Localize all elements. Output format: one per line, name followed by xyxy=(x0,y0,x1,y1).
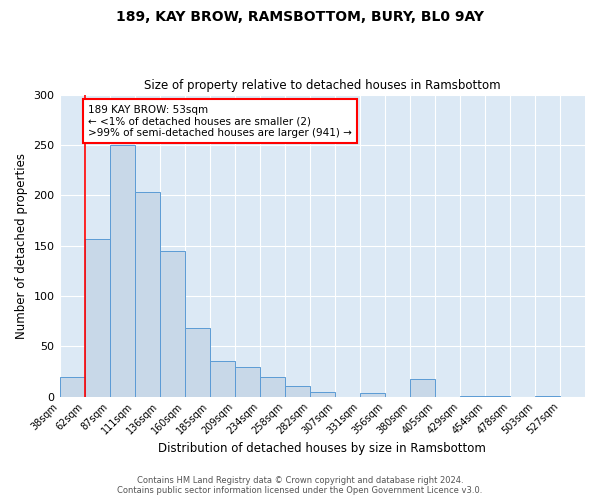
Bar xyxy=(59,378,85,396)
Bar xyxy=(110,145,134,397)
Text: Contains HM Land Registry data © Crown copyright and database right 2024.
Contai: Contains HM Land Registry data © Crown c… xyxy=(118,476,482,495)
Y-axis label: Number of detached properties: Number of detached properties xyxy=(15,152,28,338)
Bar xyxy=(285,386,310,396)
Bar xyxy=(134,192,160,396)
Text: 189, KAY BROW, RAMSBOTTOM, BURY, BL0 9AY: 189, KAY BROW, RAMSBOTTOM, BURY, BL0 9AY xyxy=(116,10,484,24)
Bar xyxy=(209,362,235,396)
Bar xyxy=(160,250,185,396)
Text: 189 KAY BROW: 53sqm
← <1% of detached houses are smaller (2)
>99% of semi-detach: 189 KAY BROW: 53sqm ← <1% of detached ho… xyxy=(88,104,352,138)
Bar xyxy=(360,392,385,396)
Bar xyxy=(410,380,435,396)
X-axis label: Distribution of detached houses by size in Ramsbottom: Distribution of detached houses by size … xyxy=(158,442,486,455)
Bar xyxy=(185,328,209,396)
Bar xyxy=(310,392,335,396)
Bar xyxy=(260,378,285,396)
Bar xyxy=(235,368,260,396)
Bar xyxy=(85,238,110,396)
Title: Size of property relative to detached houses in Ramsbottom: Size of property relative to detached ho… xyxy=(144,79,500,92)
